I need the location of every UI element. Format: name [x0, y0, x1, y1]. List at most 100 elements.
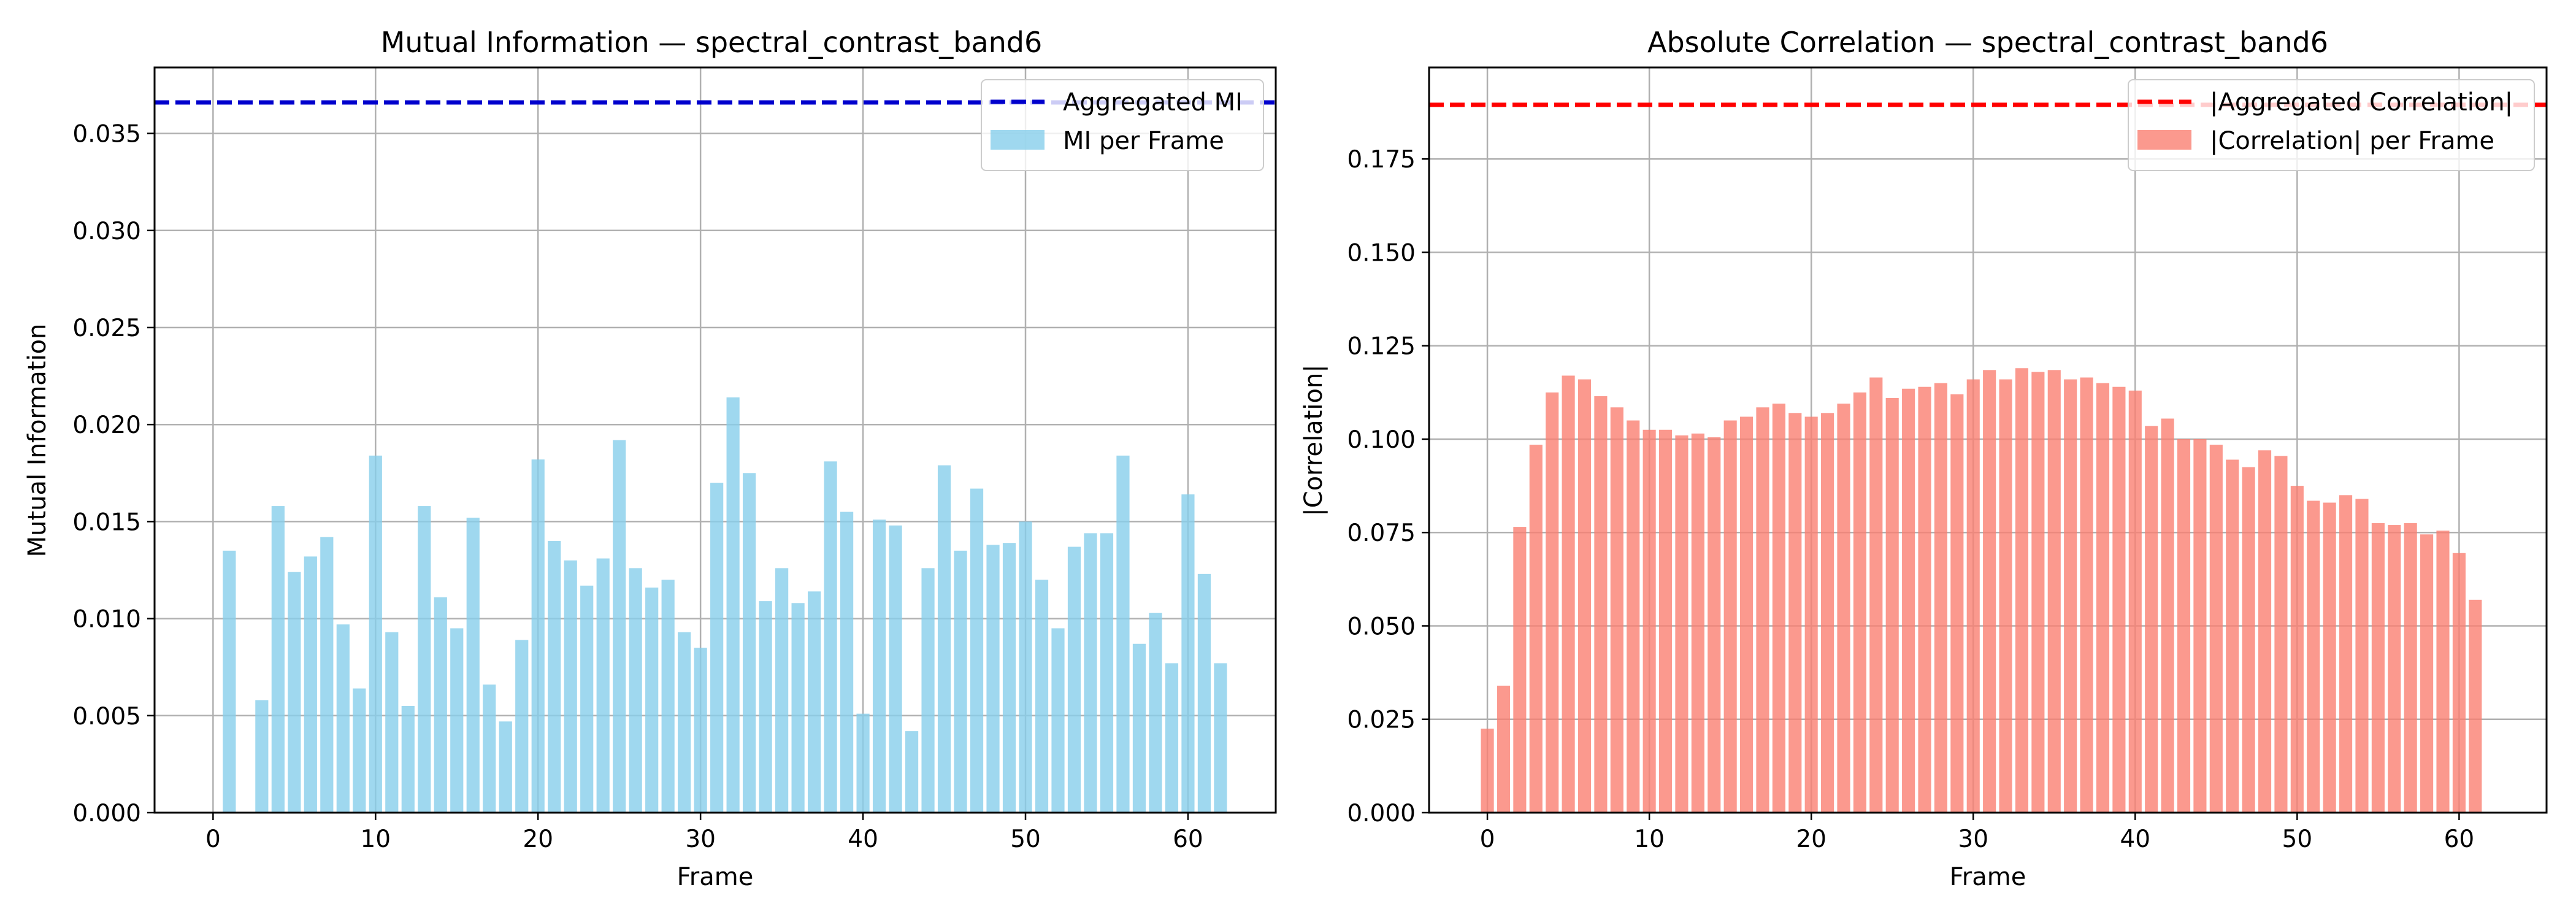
- bar: [2469, 599, 2482, 813]
- bar: [694, 648, 707, 813]
- y-axis-label: Mutual Information: [23, 324, 52, 558]
- x-axis-ticks: 0 10 20 30 40 50 60: [205, 813, 1203, 853]
- bar: [1481, 728, 1494, 813]
- y-axis-label: |Correlation|: [1300, 364, 1328, 516]
- bar: [872, 519, 886, 813]
- bar: [1804, 416, 1818, 813]
- x-tick-label: 10: [360, 826, 391, 853]
- bar: [401, 705, 415, 813]
- x-tick-label: 60: [1173, 826, 1203, 853]
- y-tick-label: 0.015: [72, 508, 141, 536]
- plot-frame: [1428, 66, 2548, 814]
- x-tick-label: 30: [1958, 826, 1988, 853]
- bar: [531, 459, 545, 813]
- bar: [808, 591, 821, 813]
- bar: [824, 461, 837, 813]
- legend-label: MI per Frame: [1063, 127, 1224, 155]
- bar: [418, 506, 431, 813]
- bar: [986, 545, 1000, 813]
- y-tick-label: 0.005: [72, 703, 141, 730]
- bar: [1658, 429, 1673, 813]
- bar: [1214, 663, 1227, 813]
- bar: [483, 684, 496, 813]
- bar: [2274, 456, 2288, 813]
- y-tick-label: 0.050: [1347, 613, 1416, 640]
- bar: [450, 628, 464, 813]
- bar: [2177, 439, 2191, 813]
- bar: [2047, 370, 2061, 813]
- bar: [613, 440, 626, 813]
- bar: [856, 713, 870, 813]
- plot-frame: [153, 66, 1277, 814]
- bar: [791, 603, 805, 813]
- legend-bar-swatch: [991, 130, 1045, 150]
- bar: [2388, 525, 2401, 813]
- bar: [1837, 404, 1850, 813]
- x-axis-ticks: 0 10 20 30 40 50 60: [1480, 813, 2475, 853]
- bar: [1497, 685, 1511, 813]
- bar: [678, 632, 691, 813]
- bar: [1116, 455, 1130, 813]
- chart-title: Mutual Information — spectral_contrast_b…: [381, 26, 1043, 59]
- legend-box: [2128, 79, 2535, 171]
- x-tick-label: 60: [2444, 826, 2475, 853]
- bar: [1627, 420, 1640, 813]
- bar: [596, 558, 610, 813]
- bar: [369, 455, 382, 813]
- bar: [2031, 372, 2045, 813]
- bar: [564, 560, 577, 813]
- x-tick-label: 40: [848, 826, 878, 853]
- bar: [2242, 467, 2255, 813]
- mutual-information-chart: Mutual Information — spectral_contrast_b…: [23, 26, 1277, 891]
- bar: [1934, 383, 1947, 813]
- bar: [2015, 368, 2029, 813]
- bar: [1002, 543, 1016, 813]
- y-axis-ticks: 0.000 0.025 0.050 0.075 0.100 0.125 0.150 0.175: [1347, 146, 1429, 827]
- bar: [1853, 392, 1866, 813]
- bar: [2226, 459, 2239, 813]
- bar: [2290, 486, 2304, 813]
- bar: [954, 550, 967, 813]
- x-tick-label: 30: [685, 826, 716, 853]
- bar: [1610, 407, 1623, 813]
- bar-series: [223, 397, 1227, 813]
- bar: [1100, 533, 1114, 813]
- bar: [499, 721, 512, 813]
- bar: [2436, 531, 2450, 813]
- bar: [2258, 450, 2272, 813]
- bar: [320, 537, 334, 813]
- bar: [889, 525, 902, 813]
- bar: [2128, 390, 2142, 813]
- bar-series: [1481, 368, 2482, 813]
- y-tick-label: 0.030: [72, 218, 141, 245]
- bar: [1691, 433, 1704, 813]
- bar: [1788, 413, 1802, 813]
- bar: [2339, 495, 2353, 813]
- bar: [336, 624, 350, 813]
- x-tick-label: 10: [1634, 826, 1665, 853]
- bar: [2064, 379, 2077, 813]
- y-tick-label: 0.075: [1347, 519, 1416, 547]
- bar: [661, 580, 675, 813]
- y-tick-label: 0.125: [1347, 333, 1416, 361]
- bar: [466, 518, 480, 813]
- bar: [840, 512, 854, 813]
- y-tick-label: 0.035: [72, 121, 141, 148]
- bar: [304, 556, 317, 813]
- bar: [1708, 437, 1721, 813]
- bar: [1869, 377, 1883, 813]
- bar: [1197, 573, 1211, 813]
- bar: [1966, 379, 1980, 813]
- x-tick-label: 20: [523, 826, 553, 853]
- legend-box: [981, 79, 1264, 171]
- bar: [2355, 499, 2369, 813]
- bar: [1643, 429, 1656, 813]
- bar: [775, 568, 789, 813]
- y-tick-label: 0.000: [1347, 800, 1416, 827]
- bar: [1132, 643, 1146, 813]
- bar: [1999, 379, 2012, 813]
- y-tick-label: 0.150: [1347, 239, 1416, 267]
- bar: [515, 640, 529, 813]
- bar: [2145, 426, 2158, 813]
